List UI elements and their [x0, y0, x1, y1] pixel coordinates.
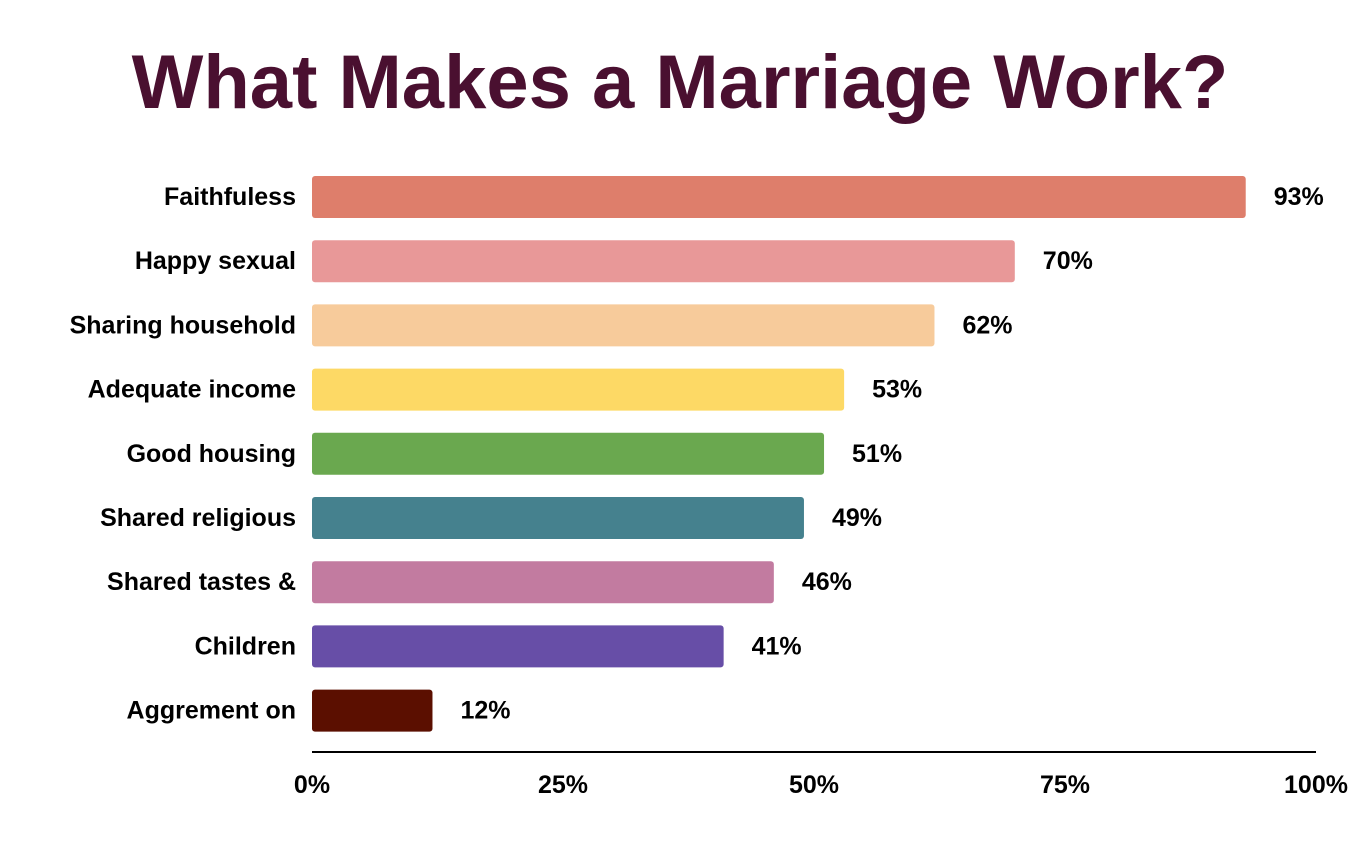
category-label: Children — [195, 632, 296, 660]
bar — [312, 432, 825, 475]
category-label: Adequate income — [88, 376, 296, 404]
category-label: Sharing household — [70, 311, 296, 339]
x-tick-label: 0% — [294, 771, 330, 799]
data-label: 46% — [802, 568, 852, 596]
category-label: Happy sexual — [135, 247, 296, 275]
category-label: Shared religious — [100, 504, 296, 532]
chart-title: What Makes a Marriage Work? — [131, 40, 1229, 125]
x-tick-label: 25% — [538, 771, 588, 799]
bar — [312, 304, 935, 347]
bar — [312, 368, 845, 411]
bar — [312, 240, 1015, 283]
bar — [312, 625, 724, 668]
x-tick-label: 50% — [789, 771, 839, 799]
bar — [312, 176, 1246, 218]
data-label: 53% — [872, 376, 922, 404]
bar — [312, 689, 433, 732]
category-label: Shared tastes & — [107, 568, 296, 596]
category-label: Aggrement on — [127, 697, 296, 725]
data-label: 70% — [1043, 247, 1093, 275]
data-label: 51% — [852, 440, 902, 468]
data-label: 62% — [962, 311, 1012, 339]
x-tick-label: 75% — [1040, 771, 1090, 799]
data-label: 49% — [832, 504, 882, 532]
bar — [312, 497, 804, 539]
category-label: Faithfuless — [164, 183, 296, 211]
data-label: 41% — [752, 632, 802, 660]
bar — [312, 561, 774, 604]
x-tick-label: 100% — [1284, 771, 1348, 799]
data-label: 12% — [460, 697, 510, 725]
category-label: Good housing — [127, 440, 296, 468]
data-label: 93% — [1274, 183, 1324, 211]
